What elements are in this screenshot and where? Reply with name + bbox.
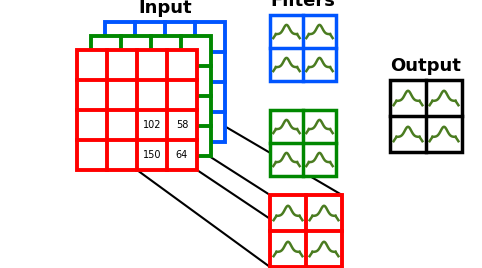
- Bar: [77, 50, 197, 170]
- Bar: [270, 195, 342, 267]
- Text: 58: 58: [176, 120, 188, 130]
- Bar: [105, 22, 225, 142]
- Text: Input: Input: [138, 0, 192, 17]
- Bar: [91, 36, 211, 156]
- Text: 150: 150: [143, 150, 161, 160]
- Text: 64: 64: [176, 150, 188, 160]
- Text: 102: 102: [143, 120, 161, 130]
- Text: Output: Output: [390, 57, 461, 75]
- Bar: [270, 110, 336, 176]
- Bar: [270, 15, 336, 81]
- Bar: [390, 80, 462, 152]
- Text: Filters: Filters: [270, 0, 335, 10]
